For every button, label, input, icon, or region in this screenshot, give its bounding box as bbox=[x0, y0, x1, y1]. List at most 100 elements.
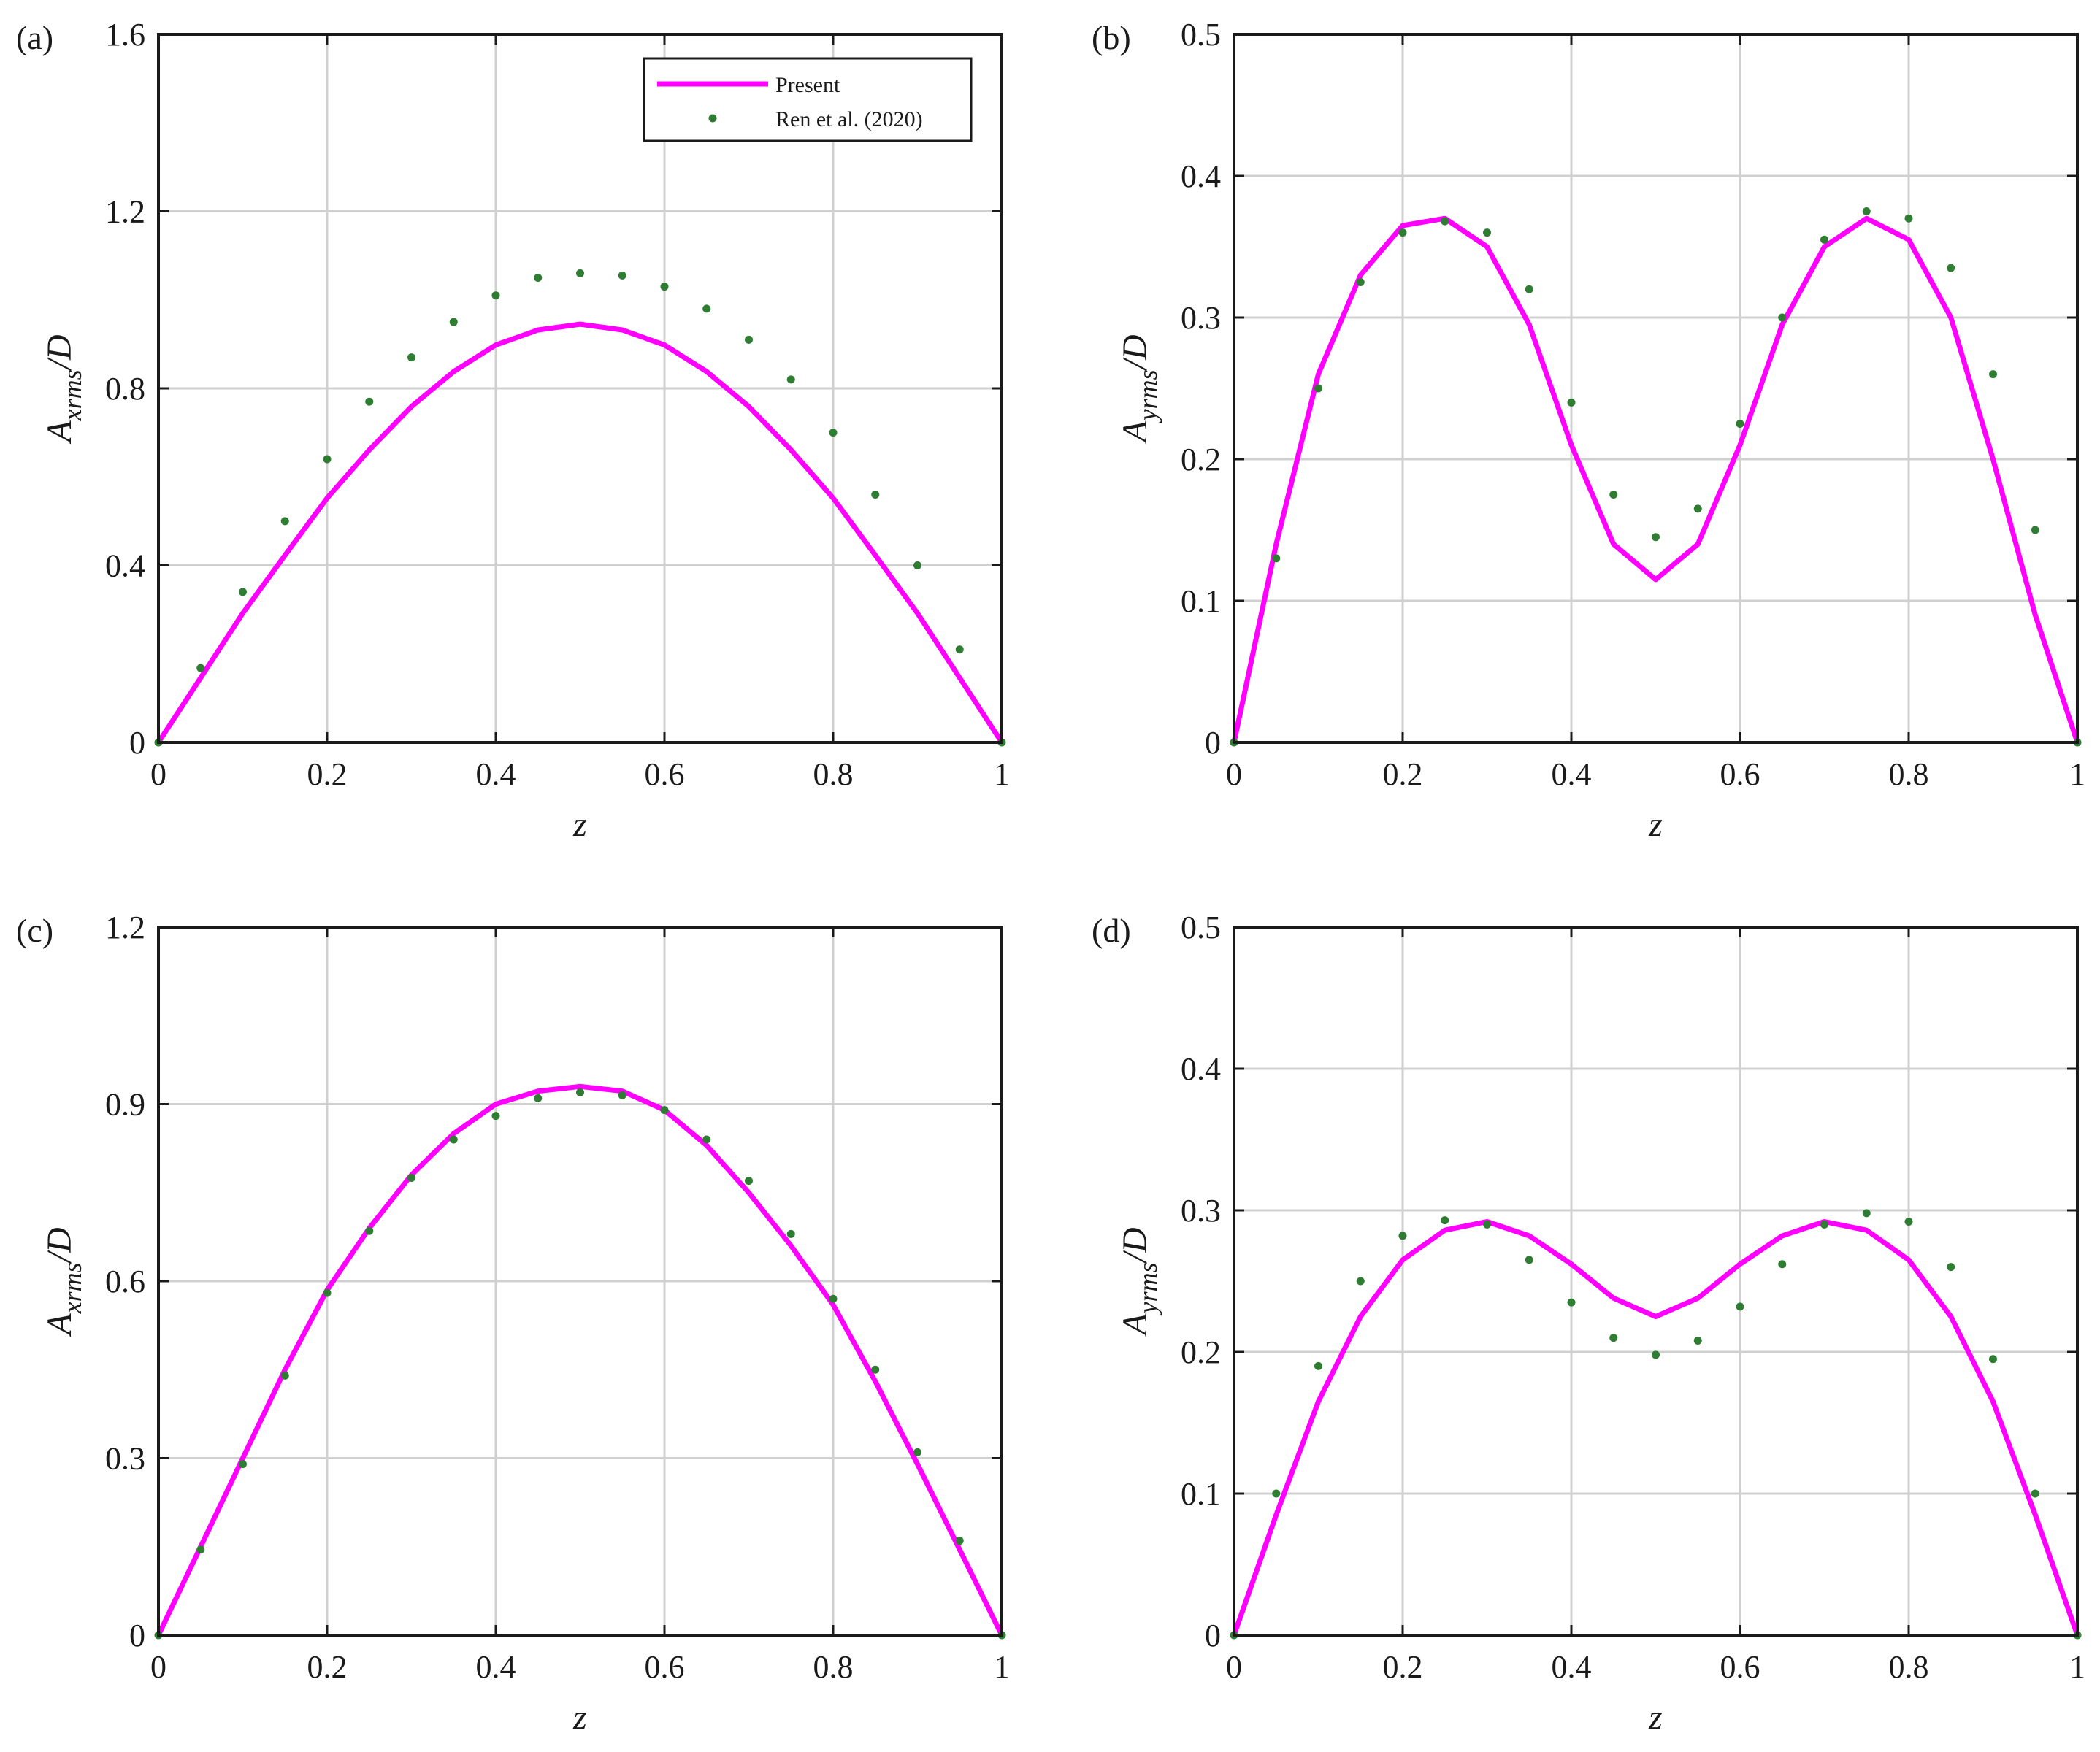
data-point bbox=[1398, 1232, 1407, 1240]
panel-label: (c) bbox=[16, 912, 53, 949]
data-point bbox=[1989, 1355, 1997, 1364]
data-point bbox=[1356, 278, 1365, 286]
data-point bbox=[1314, 1361, 1322, 1370]
data-point bbox=[449, 1135, 458, 1144]
data-point bbox=[323, 455, 332, 464]
data-point bbox=[1693, 504, 1702, 513]
data-point bbox=[365, 1226, 374, 1235]
data-point bbox=[1736, 1302, 1744, 1311]
plot-frame bbox=[157, 33, 1003, 744]
legend-label-ren-et-al: Ren et al. (2020) bbox=[775, 107, 923, 131]
x-tick-label: 0.6 bbox=[1720, 1649, 1760, 1685]
series-present-line bbox=[156, 1083, 1005, 1638]
data-point bbox=[1862, 207, 1871, 215]
x-tick-label: 1 bbox=[994, 756, 1010, 792]
x-tick-label: 0 bbox=[150, 756, 166, 792]
data-point bbox=[829, 429, 838, 437]
panel-label: (d) bbox=[1092, 912, 1131, 949]
data-point bbox=[618, 271, 626, 280]
x-tick-label: 0.4 bbox=[1552, 756, 1592, 792]
y-tick-label: 0.5 bbox=[1181, 17, 1221, 53]
x-tick-label: 0.2 bbox=[1383, 1649, 1423, 1685]
y-tick-label: 0.4 bbox=[1181, 158, 1221, 194]
data-point bbox=[1652, 533, 1660, 542]
y-tick-label: 0.2 bbox=[1181, 1334, 1221, 1370]
data-point bbox=[702, 304, 711, 313]
y-tick-label: 0 bbox=[1205, 725, 1221, 761]
y-axis-label-suffix: /D bbox=[40, 334, 79, 372]
x-tick-label: 0.2 bbox=[307, 1649, 348, 1685]
y-axis-label-suffix: /D bbox=[1116, 334, 1154, 372]
x-tick-label: 0.8 bbox=[813, 756, 854, 792]
data-point bbox=[871, 1365, 880, 1374]
data-point bbox=[534, 273, 543, 282]
data-point bbox=[1525, 285, 1533, 293]
x-tick-label: 0.8 bbox=[1889, 1649, 1929, 1685]
data-point bbox=[1652, 1350, 1660, 1359]
y-tick-label: 0.1 bbox=[1181, 1476, 1221, 1512]
data-point bbox=[280, 517, 289, 526]
y-tick-label: 0 bbox=[129, 725, 145, 761]
data-point bbox=[618, 1091, 626, 1099]
data-point bbox=[1398, 228, 1407, 237]
x-axis-label: z bbox=[1648, 1698, 1663, 1737]
data-point bbox=[1778, 313, 1787, 322]
data-point bbox=[745, 1177, 753, 1186]
x-tick-label: 0 bbox=[150, 1649, 166, 1685]
y-tick-label: 0.4 bbox=[105, 548, 145, 584]
y-axis-label-base: A bbox=[1116, 1313, 1154, 1337]
y-tick-label: 0.2 bbox=[1181, 442, 1221, 477]
x-tick-label: 0.8 bbox=[1889, 756, 1929, 792]
y-tick-label: 0.9 bbox=[105, 1087, 145, 1123]
data-point bbox=[1483, 1220, 1491, 1229]
x-axis-label: z bbox=[1648, 805, 1663, 844]
data-point bbox=[913, 561, 921, 569]
x-tick-label: 1 bbox=[2069, 756, 2085, 792]
y-axis-label: Axrms/D bbox=[40, 334, 87, 444]
data-point bbox=[913, 1448, 921, 1456]
data-point bbox=[491, 1112, 500, 1121]
y-axis-label-base: A bbox=[40, 1313, 79, 1337]
data-point bbox=[2031, 526, 2039, 534]
data-point bbox=[1567, 1298, 1576, 1307]
data-point bbox=[1356, 1277, 1365, 1286]
data-point bbox=[1314, 384, 1322, 393]
data-point bbox=[1609, 1334, 1618, 1342]
data-point bbox=[323, 1288, 332, 1297]
data-point bbox=[1441, 217, 1449, 226]
panel-label: (b) bbox=[1092, 19, 1131, 56]
data-point bbox=[1820, 1220, 1828, 1229]
data-point bbox=[955, 1537, 964, 1545]
x-tick-label: 0.4 bbox=[476, 1649, 516, 1685]
data-point bbox=[239, 1460, 247, 1469]
y-axis-label-suffix: /D bbox=[40, 1227, 79, 1264]
data-point bbox=[1820, 235, 1828, 244]
y-axis-label-subscript: xrms bbox=[58, 369, 87, 421]
y-axis-label: Ayrms/D bbox=[1116, 334, 1162, 444]
x-axis-label: z bbox=[572, 805, 587, 844]
data-point bbox=[660, 1106, 669, 1115]
data-point bbox=[871, 491, 880, 499]
x-tick-label: 1 bbox=[2069, 1649, 2085, 1685]
data-point bbox=[786, 375, 795, 384]
y-tick-label: 0 bbox=[129, 1618, 145, 1653]
series-present-line bbox=[1231, 215, 2080, 745]
data-point bbox=[1947, 1263, 1955, 1272]
data-point bbox=[1272, 554, 1281, 563]
legend-box bbox=[643, 57, 973, 142]
y-axis-label-subscript: xrms bbox=[58, 1262, 87, 1314]
y-tick-label: 0 bbox=[1205, 1618, 1221, 1653]
data-point bbox=[280, 1371, 289, 1380]
y-tick-label: 1.2 bbox=[105, 910, 145, 945]
data-point bbox=[955, 645, 964, 654]
data-point bbox=[1693, 1336, 1702, 1345]
x-tick-label: 0.4 bbox=[1552, 1649, 1592, 1685]
y-axis-label-base: A bbox=[40, 420, 79, 445]
y-tick-label: 1.6 bbox=[105, 17, 145, 53]
legend-marker-ren-et-al bbox=[708, 114, 717, 123]
x-tick-label: 0.2 bbox=[307, 756, 348, 792]
x-tick-label: 0.8 bbox=[813, 1649, 854, 1685]
data-point bbox=[576, 1088, 584, 1096]
y-tick-label: 0.5 bbox=[1181, 910, 1221, 945]
